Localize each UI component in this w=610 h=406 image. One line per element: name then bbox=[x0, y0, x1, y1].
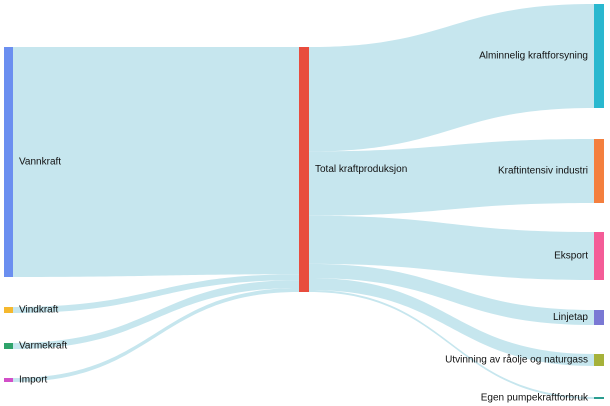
node-import bbox=[4, 378, 13, 382]
link-total-to-eksport bbox=[309, 215, 594, 280]
link-vindkraft-to-total bbox=[13, 274, 299, 313]
node-total bbox=[299, 47, 309, 292]
label-vindkraft: Vindkraft bbox=[19, 305, 59, 316]
node-pumpekraft bbox=[594, 397, 604, 399]
link-total-to-utvinning bbox=[309, 277, 594, 366]
node-eksport bbox=[594, 232, 604, 280]
link-total-to-alminnelig bbox=[309, 4, 594, 152]
label-kraftintensiv: Kraftintensiv industri bbox=[498, 166, 588, 177]
labels-layer: Vannkraft Vindkraft Varmekraft Import Total … bbox=[19, 51, 589, 404]
node-varmekraft bbox=[4, 343, 13, 349]
links-layer bbox=[13, 4, 594, 399]
link-import-to-total bbox=[13, 288, 299, 382]
label-total: Total kraftproduksjon bbox=[315, 164, 407, 175]
link-vannkraft-to-total bbox=[13, 47, 299, 277]
label-alminnelig: Alminnelig kraftforsyning bbox=[479, 51, 588, 62]
link-total-to-kraftintensiv bbox=[309, 139, 594, 216]
link-total-to-pumpekraft bbox=[309, 289, 594, 399]
label-eksport: Eksport bbox=[554, 251, 588, 262]
node-vindkraft bbox=[4, 307, 13, 313]
label-pumpekraft: Egen pumpekraftforbruk bbox=[481, 393, 589, 404]
label-import: Import bbox=[19, 375, 48, 386]
link-total-to-linjetap bbox=[309, 263, 594, 325]
node-alminnelig bbox=[594, 4, 604, 108]
label-linjetap: Linjetap bbox=[553, 312, 588, 323]
node-vannkraft bbox=[4, 47, 13, 277]
nodes-layer bbox=[4, 4, 604, 399]
label-varmekraft: Varmekraft bbox=[19, 341, 67, 352]
node-linjetap bbox=[594, 310, 604, 325]
node-utvinning bbox=[594, 354, 604, 366]
link-varmekraft-to-total bbox=[13, 280, 299, 349]
label-utvinning: Utvinning av råolje og naturgass bbox=[445, 354, 588, 366]
label-vannkraft: Vannkraft bbox=[19, 157, 61, 168]
node-kraftintensiv bbox=[594, 139, 604, 203]
